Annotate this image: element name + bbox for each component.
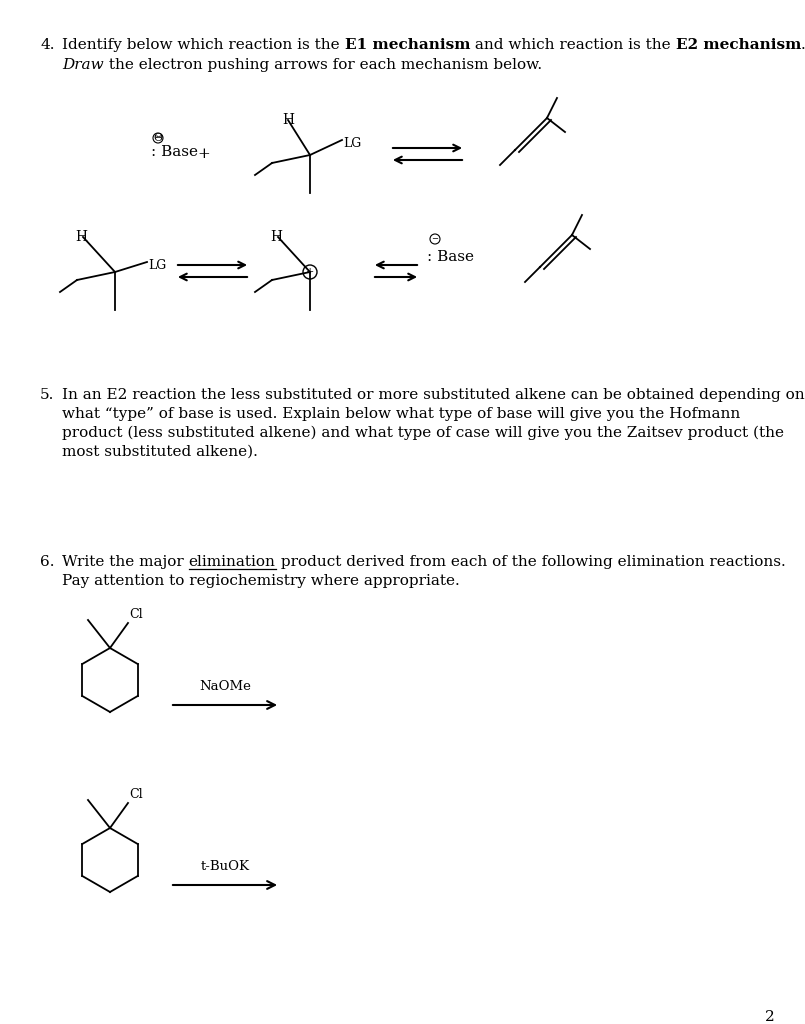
- Text: Θ: Θ: [154, 133, 163, 143]
- Text: LG: LG: [148, 259, 167, 272]
- Text: Draw: Draw: [62, 58, 104, 72]
- Text: E1 mechanism: E1 mechanism: [345, 38, 470, 52]
- Text: Cl: Cl: [129, 608, 142, 621]
- Text: +: +: [197, 147, 210, 161]
- Text: Pay attention to regiochemistry where appropriate.: Pay attention to regiochemistry where ap…: [62, 574, 460, 588]
- Text: most substituted alkene).: most substituted alkene).: [62, 445, 258, 459]
- Text: NaOMe: NaOMe: [199, 680, 251, 693]
- Text: −: −: [431, 234, 439, 243]
- Text: .: .: [801, 38, 805, 52]
- Text: +: +: [306, 267, 314, 276]
- Text: In an E2 reaction the less substituted or more substituted alkene can be obtaine: In an E2 reaction the less substituted o…: [62, 388, 805, 402]
- Text: product derived from each of the following elimination reactions.: product derived from each of the followi…: [275, 555, 785, 569]
- Text: Cl: Cl: [129, 788, 142, 801]
- Text: Identify below which reaction is the: Identify below which reaction is the: [62, 38, 345, 52]
- Text: 6.: 6.: [40, 555, 55, 569]
- Text: LG: LG: [343, 137, 361, 150]
- Text: H: H: [75, 230, 87, 244]
- Text: product (less substituted alkene) and what type of case will give you the Zaitse: product (less substituted alkene) and wh…: [62, 426, 784, 440]
- Text: : Base: : Base: [427, 250, 474, 264]
- Text: t-BuOK: t-BuOK: [200, 860, 250, 873]
- Text: : Base: : Base: [151, 145, 198, 159]
- Text: H: H: [282, 113, 294, 127]
- Text: what “type” of base is used. Explain below what type of base will give you the H: what “type” of base is used. Explain bel…: [62, 407, 741, 421]
- Text: the electron pushing arrows for each mechanism below.: the electron pushing arrows for each mec…: [104, 58, 542, 72]
- Text: 4.: 4.: [40, 38, 55, 52]
- Text: 5.: 5.: [40, 388, 55, 402]
- Text: elimination: elimination: [188, 555, 275, 569]
- Text: −: −: [155, 134, 162, 142]
- Text: H: H: [270, 230, 282, 244]
- Text: E2 mechanism: E2 mechanism: [675, 38, 801, 52]
- Text: 2: 2: [766, 1010, 775, 1024]
- Text: and which reaction is the: and which reaction is the: [470, 38, 675, 52]
- Text: Write the major: Write the major: [62, 555, 188, 569]
